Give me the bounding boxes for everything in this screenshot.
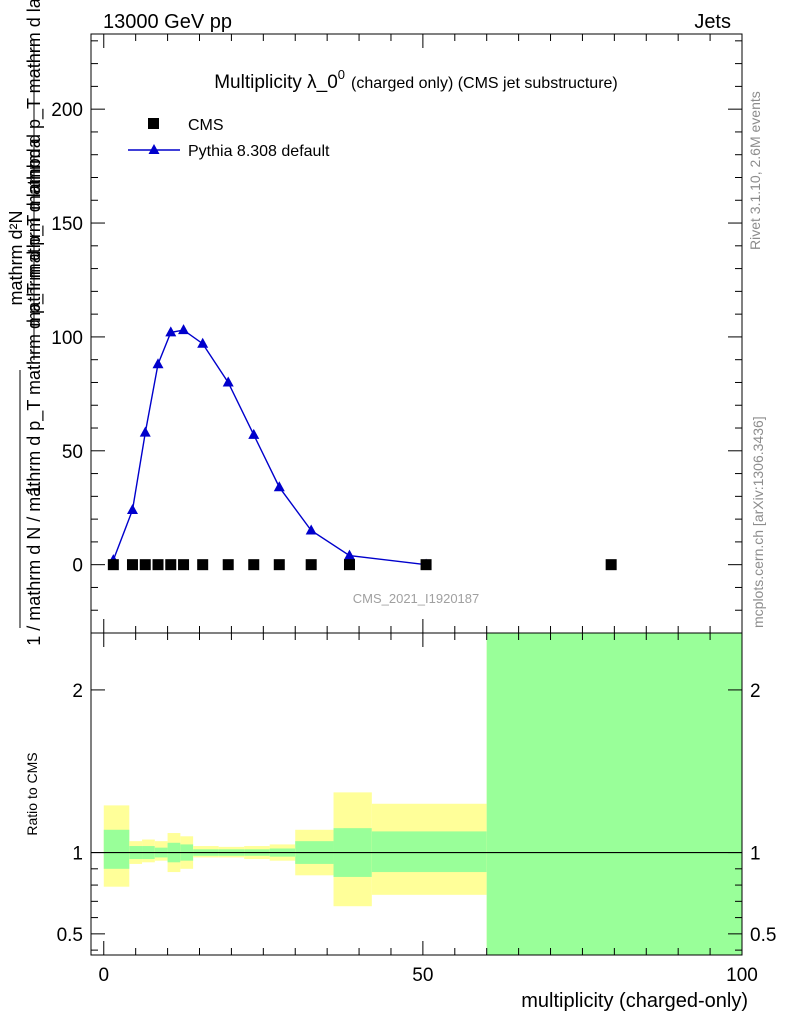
- title-main: Multiplicity λ_0: [214, 72, 338, 93]
- ratio-y-tick-label: 1: [72, 844, 83, 865]
- rivet-label: Rivet 3.1.10, 2.6M events: [747, 91, 763, 250]
- cms-point: [152, 559, 164, 571]
- pythia-point: [273, 481, 285, 492]
- ratio-panel: 0.5 0.5 1 1 2 2 0 50 100: [57, 632, 776, 986]
- legend-cms-marker: [148, 118, 159, 129]
- cms-point: [343, 559, 355, 571]
- ratio-y-tick-label-right: 1: [750, 844, 761, 865]
- pythia-point: [343, 549, 355, 560]
- cms-point: [139, 559, 151, 571]
- pythia-point: [139, 426, 151, 437]
- pythia-point: [248, 428, 260, 439]
- legend-pythia-marker: [148, 144, 160, 154]
- cms-point: [126, 559, 138, 571]
- pythia-point: [178, 324, 190, 335]
- cms-point: [248, 559, 260, 571]
- pythia-point: [165, 326, 177, 337]
- ratio-y-tick-label-right: 2: [750, 681, 761, 702]
- header-category: Jets: [694, 11, 731, 33]
- cms-point: [197, 559, 209, 571]
- pythia-point: [152, 358, 164, 369]
- ratio-y-tick-label-right: 0.5: [750, 925, 776, 946]
- cms-point: [165, 559, 177, 571]
- ratio-y-tick-label: 2: [72, 681, 83, 702]
- y-label-numerator: mathrm d²N: [6, 210, 26, 305]
- cms-point: [178, 559, 190, 571]
- cms-point: [107, 559, 119, 571]
- title-subtitle: (charged only) (CMS jet substructure): [351, 75, 618, 92]
- cms-point: [605, 559, 617, 571]
- y-tick-label: 150: [51, 214, 83, 235]
- y-tick-label: 200: [51, 100, 83, 121]
- pythia-point: [126, 504, 138, 515]
- legend: CMS Pythia 8.308 default: [128, 117, 330, 160]
- x-tick-label: 100: [726, 965, 758, 986]
- cms-point: [222, 559, 234, 571]
- y-label-one: 1: [23, 484, 45, 495]
- title-superscript: 0: [338, 67, 345, 82]
- cms-point: [273, 559, 285, 571]
- y-tick-label: 100: [51, 328, 83, 349]
- ratio-band-stat: [103, 829, 130, 869]
- ratio-y-tick-label: 0.5: [57, 925, 83, 946]
- legend-pythia-label: Pythia 8.308 default: [188, 143, 330, 160]
- ratio-panel-frame: [90, 632, 743, 956]
- x-tick-label: 0: [98, 965, 109, 986]
- mcplots-label: mcplots.cern.ch [arXiv:1306.3436]: [750, 416, 766, 628]
- cms-point: [305, 559, 317, 571]
- y-axis-label: 1 mathrm d²N mathrm d p_T mathrm d p_T m…: [6, 0, 45, 646]
- x-axis-label: multiplicity (charged-only): [521, 990, 748, 1012]
- main-panel: 0 50 100 150 200: [51, 33, 743, 634]
- y-label-full: 1 / mathrm d N / mathrm d p_T mathrm d p…: [24, 137, 45, 645]
- x-tick-label: 50: [412, 965, 433, 986]
- y-tick-label: 50: [62, 442, 83, 463]
- legend-cms-label: CMS: [188, 117, 224, 134]
- analysis-watermark: CMS_2021_I1920187: [353, 591, 480, 606]
- pythia-point: [305, 524, 317, 535]
- pythia-point: [197, 337, 209, 348]
- cms-point: [420, 559, 432, 571]
- ratio-band-stat: [486, 633, 742, 955]
- pythia-point: [222, 376, 234, 387]
- ratio-y-label: Ratio to CMS: [24, 752, 40, 835]
- plot-title: Multiplicity λ_00 (charged only) (CMS jet…: [214, 67, 618, 93]
- ratio-band-stat: [371, 831, 487, 873]
- y-tick-label: 0: [72, 556, 83, 577]
- header-energy: 13000 GeV pp: [103, 11, 232, 33]
